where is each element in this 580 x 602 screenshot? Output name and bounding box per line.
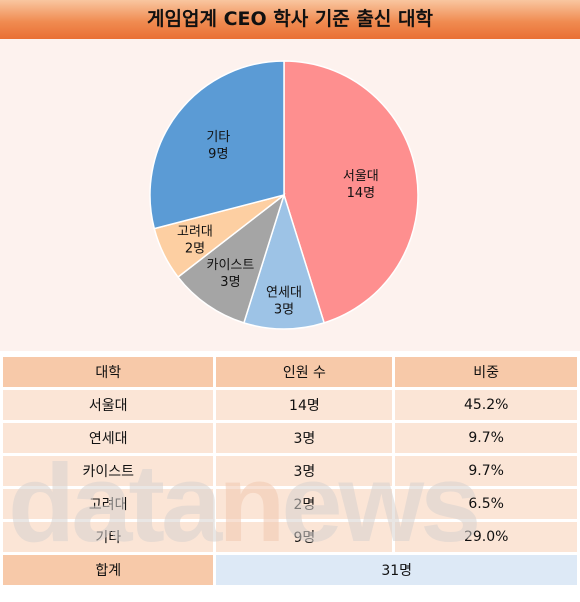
pie-slice-카이스트 [176, 192, 286, 324]
table-total-row: 합계 31명 [3, 555, 577, 585]
title-bar [0, 0, 580, 39]
header-share: 비중 [395, 357, 577, 387]
cell-share: 6.5% [395, 489, 577, 519]
total-label: 합계 [3, 555, 214, 585]
cell-share: 9.7% [395, 423, 577, 453]
data-table: 대학 인원 수 비중 서울대 14명 45.2% 연세대 3명 9.7% 카이스… [0, 354, 580, 588]
slice-label: 카이스트 [206, 258, 254, 273]
cell-count: 3명 [216, 423, 393, 453]
table-row: 고려대 2명 6.5% [3, 489, 577, 519]
table-row: 연세대 3명 9.7% [3, 423, 577, 453]
cell-count: 3명 [216, 456, 393, 486]
table-header-row: 대학 인원 수 비중 [3, 357, 577, 387]
cell-university: 고려대 [3, 489, 214, 519]
cell-share: 29.0% [395, 522, 577, 552]
cell-share: 9.7% [395, 456, 577, 486]
cell-count: 14명 [216, 390, 393, 420]
slice-label: 고려대 [177, 225, 213, 240]
slice-label: 서울대 [343, 169, 379, 184]
table-row: 서울대 14명 45.2% [3, 390, 577, 420]
cell-share: 45.2% [395, 390, 577, 420]
chart-title: 게임업계 CEO 학사 기준 출신 대학 [147, 8, 433, 30]
slice-value-label: 3명 [220, 275, 240, 290]
slice-value-label: 9명 [208, 147, 228, 162]
slice-label: 기타 [206, 130, 230, 145]
pie-slice-연세대 [242, 192, 326, 330]
cell-count: 9명 [216, 522, 393, 552]
slice-value-label: 14명 [347, 186, 376, 201]
pie-slice-기타 [149, 60, 285, 230]
cell-count: 2명 [216, 489, 393, 519]
header-university: 대학 [3, 357, 214, 387]
table-row: 카이스트 3명 9.7% [3, 456, 577, 486]
slice-value-label: 3명 [274, 303, 294, 318]
header-count: 인원 수 [216, 357, 393, 387]
cell-university: 카이스트 [3, 456, 214, 486]
pie-slice-서울대 [283, 60, 419, 324]
cell-university: 서울대 [3, 390, 214, 420]
total-value: 31명 [216, 555, 577, 585]
slice-value-label: 2명 [185, 242, 205, 257]
cell-university: 기타 [3, 522, 214, 552]
table-row: 기타 9명 29.0% [3, 522, 577, 552]
slice-label: 연세대 [266, 286, 302, 301]
cell-university: 연세대 [3, 423, 214, 453]
